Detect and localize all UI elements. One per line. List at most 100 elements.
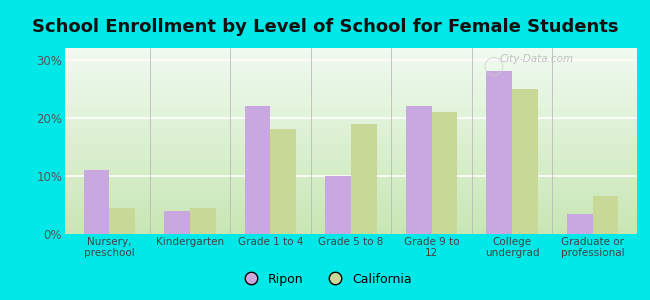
Bar <box>65 56 637 57</box>
Bar <box>244 106 270 234</box>
Bar <box>65 199 637 200</box>
Bar <box>65 68 637 70</box>
Bar <box>65 93 637 94</box>
Bar <box>65 78 637 80</box>
Bar <box>65 186 637 188</box>
Bar <box>65 232 637 234</box>
Bar <box>486 71 512 234</box>
Bar <box>65 202 637 204</box>
Bar <box>65 158 637 160</box>
Bar <box>65 113 637 115</box>
Bar <box>84 170 109 234</box>
Bar <box>567 214 593 234</box>
Bar <box>65 48 637 50</box>
Bar <box>270 129 296 234</box>
Bar <box>65 180 637 182</box>
Bar <box>65 200 637 202</box>
Bar <box>65 161 637 163</box>
Bar <box>351 124 377 234</box>
Bar <box>65 74 637 76</box>
Bar <box>65 137 637 139</box>
Bar <box>164 211 190 234</box>
Bar <box>65 175 637 176</box>
Bar <box>65 217 637 219</box>
Bar <box>65 160 637 161</box>
Bar <box>65 172 637 175</box>
Bar <box>65 215 637 217</box>
Legend: Ripon, California: Ripon, California <box>233 268 417 291</box>
Bar <box>65 94 637 96</box>
Bar <box>65 169 637 171</box>
Bar <box>190 208 216 234</box>
Bar <box>65 184 637 186</box>
Bar <box>65 188 637 189</box>
Bar <box>65 143 637 145</box>
Bar <box>65 165 637 167</box>
Bar <box>65 65 637 67</box>
Bar <box>65 225 637 226</box>
Bar <box>65 102 637 104</box>
Text: ○: ○ <box>482 54 504 78</box>
Bar <box>65 52 637 54</box>
Bar <box>65 50 637 52</box>
Bar <box>65 122 637 124</box>
Bar <box>432 112 458 234</box>
Bar <box>65 115 637 117</box>
Bar <box>65 135 637 137</box>
Bar <box>65 139 637 141</box>
Text: School Enrollment by Level of School for Female Students: School Enrollment by Level of School for… <box>32 18 618 36</box>
Bar <box>65 124 637 126</box>
Bar <box>65 76 637 78</box>
Bar <box>65 197 637 199</box>
Bar <box>593 196 618 234</box>
Bar <box>65 212 637 214</box>
Bar <box>65 204 637 206</box>
Bar <box>65 132 637 134</box>
Bar <box>65 80 637 82</box>
Bar <box>65 150 637 152</box>
Bar <box>65 134 637 135</box>
Bar <box>65 230 637 232</box>
Bar <box>65 128 637 130</box>
Bar <box>65 96 637 98</box>
Bar <box>406 106 432 234</box>
Bar <box>65 191 637 193</box>
Bar <box>65 106 637 107</box>
Bar <box>65 89 637 91</box>
Bar <box>65 104 637 106</box>
Bar <box>65 228 637 230</box>
Bar <box>65 72 637 74</box>
Bar <box>325 176 351 234</box>
Bar <box>65 100 637 102</box>
Bar <box>65 178 637 180</box>
Bar <box>65 195 637 197</box>
Bar <box>65 193 637 195</box>
Bar <box>65 67 637 68</box>
Bar <box>65 87 637 89</box>
Bar <box>65 171 637 172</box>
Bar <box>65 156 637 158</box>
Bar <box>65 57 637 59</box>
Bar <box>65 126 637 128</box>
Bar <box>65 141 637 143</box>
Bar <box>65 163 637 165</box>
Bar <box>65 219 637 221</box>
Bar <box>65 85 637 87</box>
Bar <box>65 98 637 100</box>
Bar <box>65 206 637 208</box>
Bar <box>65 82 637 83</box>
Bar <box>65 61 637 63</box>
Bar <box>65 119 637 121</box>
Bar <box>65 111 637 113</box>
Bar <box>65 83 637 85</box>
Bar <box>65 110 637 111</box>
Bar <box>65 130 637 132</box>
Bar <box>65 145 637 147</box>
Bar <box>65 117 637 119</box>
Bar <box>65 70 637 72</box>
Text: City-Data.com: City-Data.com <box>500 54 574 64</box>
Bar <box>109 208 135 234</box>
Bar <box>65 63 637 65</box>
Bar <box>65 167 637 169</box>
Bar <box>65 154 637 156</box>
